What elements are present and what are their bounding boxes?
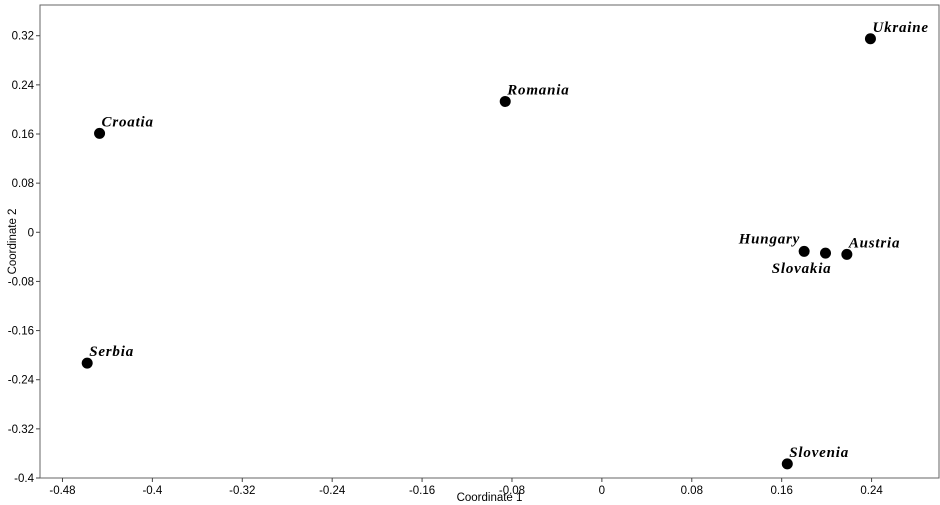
y-tick-label: 0.08 xyxy=(12,178,34,190)
plot-frame xyxy=(39,4,940,479)
point-label: Ukraine xyxy=(872,20,928,36)
point-label: Croatia xyxy=(102,114,154,130)
data-point xyxy=(781,458,793,470)
data-point xyxy=(841,248,853,260)
data-points: Ukraine Romania Croatia Hungary Slovakia Aust… xyxy=(81,20,928,470)
data-point xyxy=(798,245,810,257)
y-tick-label: -0.08 xyxy=(8,276,34,288)
x-tick-label: 0.16 xyxy=(770,485,792,497)
y-tick-label: 0.32 xyxy=(12,31,34,43)
y-tick-label: 0.16 xyxy=(12,129,34,141)
x-tick-label: -0.48 xyxy=(49,485,75,497)
point-label: Romania xyxy=(506,82,569,98)
point-label: Austria xyxy=(848,235,900,251)
axis-ticks: -0.48 -0.4 -0.32 -0.24 -0.16 -0.08 0 0.08 0.16 0.… xyxy=(8,31,884,497)
x-tick-label: 0.08 xyxy=(681,485,703,497)
x-tick-label: -0.24 xyxy=(319,485,346,497)
x-tick-label: -0.16 xyxy=(409,485,435,497)
y-tick-label: 0 xyxy=(28,227,34,239)
y-tick-label: 0.24 xyxy=(12,80,35,92)
point-label: Slovenia xyxy=(789,445,849,461)
data-point xyxy=(864,33,876,45)
x-tick-label: 0 xyxy=(599,485,605,497)
point-label: Slovakia xyxy=(772,261,832,277)
x-tick-label: -0.4 xyxy=(142,485,162,497)
data-point xyxy=(499,95,511,107)
x-axis-title: Coordinate 1 xyxy=(457,492,523,504)
data-point xyxy=(81,357,93,369)
data-point xyxy=(94,127,106,139)
x-tick-label: 0.24 xyxy=(860,485,883,497)
y-tick-label: -0.16 xyxy=(8,326,34,338)
point-label: Serbia xyxy=(89,344,134,360)
point-label: Hungary xyxy=(738,231,800,247)
x-tick-label: -0.08 xyxy=(499,485,525,497)
y-tick-label: -0.24 xyxy=(8,375,35,387)
y-axis-title: Coordinate 2 xyxy=(7,209,19,275)
y-tick-label: -0.4 xyxy=(14,473,34,485)
x-tick-label: -0.32 xyxy=(229,485,255,497)
y-tick-label: -0.32 xyxy=(8,424,34,436)
data-point xyxy=(820,247,832,259)
